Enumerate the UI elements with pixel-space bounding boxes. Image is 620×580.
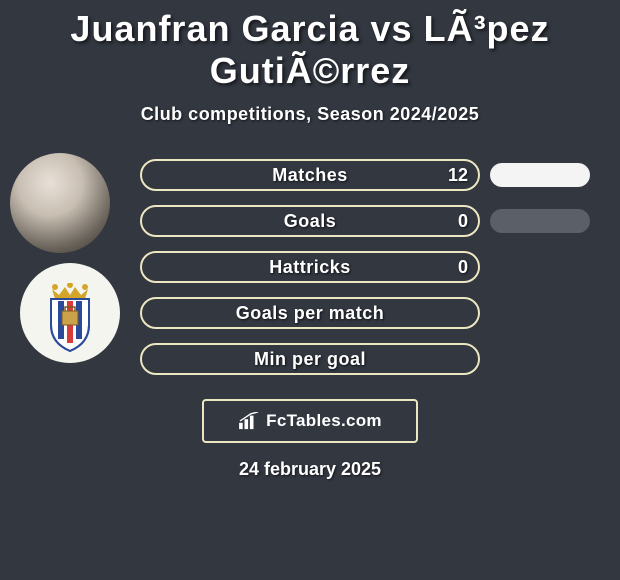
subtitle: Club competitions, Season 2024/2025 (0, 104, 620, 125)
stat-pill: Goals 0 (140, 205, 480, 237)
stat-row: Goals per match (0, 291, 620, 337)
stat-label: Matches (272, 165, 348, 186)
opponent-blob (490, 163, 590, 187)
stat-value: 0 (458, 257, 468, 278)
stat-row: Min per goal (0, 337, 620, 383)
stat-pill: Min per goal (140, 343, 480, 375)
date: 24 february 2025 (0, 459, 620, 480)
brand-text: FcTables.com (266, 411, 382, 431)
stat-rows: Matches 12 Goals 0 Hattricks 0 Goals per match… (0, 153, 620, 383)
stat-row: Hattricks 0 (0, 245, 620, 291)
stat-row: Matches 12 (0, 153, 620, 199)
stat-pill: Goals per match (140, 297, 480, 329)
stat-label: Goals per match (236, 303, 385, 324)
stat-value: 12 (448, 165, 468, 186)
comparison-chart: Matches 12 Goals 0 Hattricks 0 Goals per match… (0, 153, 620, 383)
stat-row: Goals 0 (0, 199, 620, 245)
stat-pill: Matches 12 (140, 159, 480, 191)
stat-label: Hattricks (269, 257, 351, 278)
stat-label: Min per goal (254, 349, 366, 370)
stat-value: 0 (458, 211, 468, 232)
brand-badge: FcTables.com (202, 399, 418, 443)
stat-pill: Hattricks 0 (140, 251, 480, 283)
page-title: Juanfran Garcia vs LÃ³pez GutiÃ©rrez (0, 0, 620, 92)
chart-icon (238, 412, 260, 430)
stat-label: Goals (284, 211, 337, 232)
opponent-blob (490, 209, 590, 233)
